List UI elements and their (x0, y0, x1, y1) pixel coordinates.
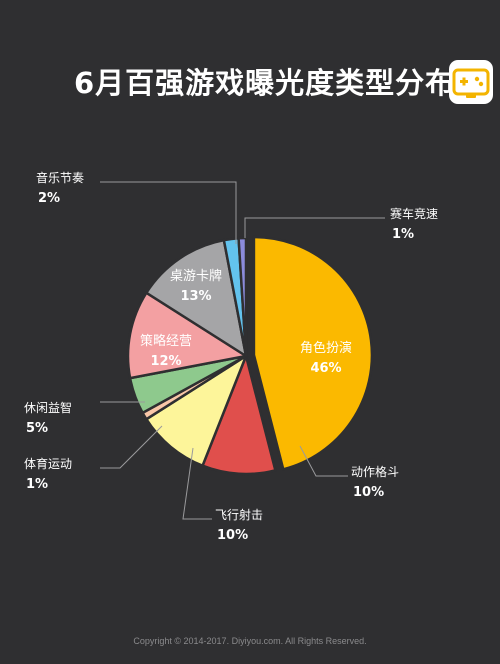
slice-label: 飞行射击 (215, 507, 263, 522)
slice-value-label: 46% (310, 361, 341, 376)
copyright-footer: Copyright © 2014-2017. Diyiyou.com. All … (133, 636, 367, 646)
slice-value-label: 12% (150, 354, 181, 369)
slice-value-label: 1% (392, 227, 414, 242)
slice-label: 音乐节奏 (36, 170, 84, 185)
slice-label: 桌游卡牌 (170, 268, 222, 284)
slice-value-label: 1% (26, 477, 48, 492)
slice-value-label: 10% (353, 485, 384, 500)
leader-line (100, 425, 163, 469)
page-title: 6月百强游戏曝光度类型分布 (74, 66, 456, 100)
slice-label: 体育运动 (24, 456, 72, 471)
slice-label: 策略经营 (140, 333, 192, 349)
pie-slice (237, 236, 248, 357)
slice-label: 赛车竞速 (390, 206, 438, 221)
app-logo (449, 60, 493, 104)
leader-line (244, 217, 385, 238)
leader-line (182, 447, 212, 520)
header: 6月百强游戏曝光度类型分布 (0, 52, 500, 112)
pie-slice (252, 235, 374, 471)
slice-label: 休闲益智 (24, 400, 72, 415)
pie-slice (200, 351, 277, 476)
pie-slice (144, 238, 248, 359)
slice-label: 动作格斗 (351, 464, 399, 479)
pie-slice (144, 352, 249, 468)
slice-value-label: 13% (180, 289, 211, 304)
slice-value-label: 5% (26, 421, 48, 436)
leader-line (100, 181, 237, 244)
pie-slice (126, 291, 250, 380)
slice-value-label: 2% (38, 191, 60, 206)
slice-value-label: 10% (217, 528, 248, 543)
leader-line (299, 445, 348, 477)
slice-label: 角色扮演 (300, 340, 352, 356)
gamepad-icon (452, 68, 490, 98)
